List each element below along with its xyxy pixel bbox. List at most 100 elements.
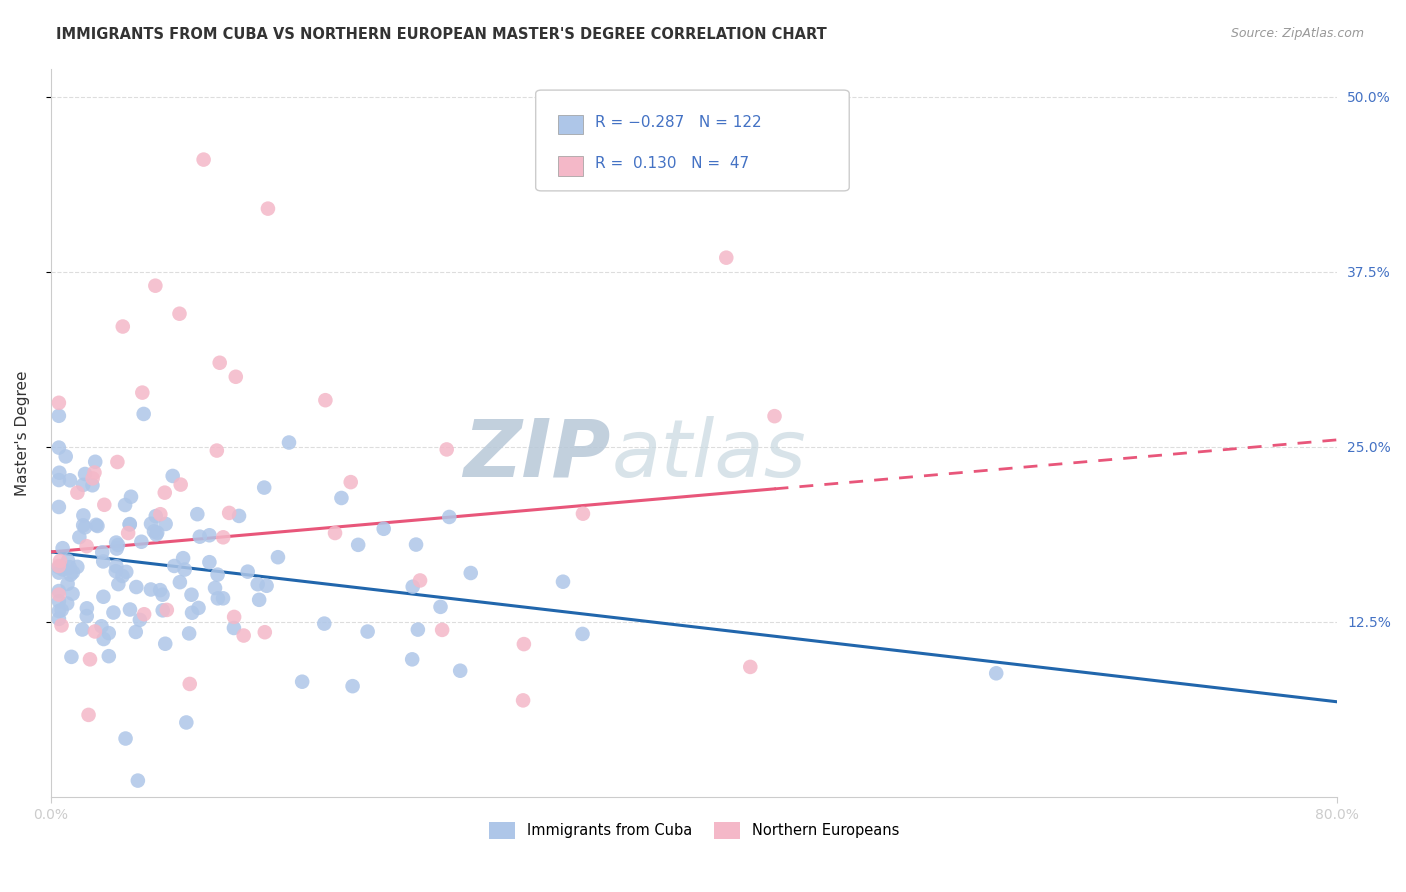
Point (48, 559, 70, 574)
Point (56, 577, 79, 591)
Point (125, 580, 148, 594)
Point (228, 508, 250, 523)
Point (763, 409, 786, 424)
Point (55, 450, 77, 464)
Point (139, 582, 162, 597)
Point (76, 609, 98, 624)
Point (82, 478, 104, 492)
Point (117, 526, 139, 541)
Point (48, 584, 70, 599)
Point (187, 601, 209, 615)
Point (84, 624, 107, 639)
Point (48, 466, 70, 480)
Point (139, 516, 162, 531)
Point (406, 623, 429, 637)
Point (512, 693, 534, 707)
Point (188, 530, 211, 544)
Point (571, 627, 593, 641)
Point (84, 517, 107, 532)
Point (52, 562, 75, 576)
Point (155, 516, 177, 531)
Point (429, 599, 451, 614)
Point (323, 526, 346, 541)
Point (105, 559, 128, 574)
Point (439, 510, 461, 524)
Point (66, 559, 89, 574)
Point (176, 715, 198, 730)
Point (572, 507, 595, 521)
Point (62, 566, 84, 580)
Point (145, 509, 167, 524)
Point (93, 632, 115, 646)
Point (291, 674, 314, 689)
Point (436, 442, 458, 457)
Point (218, 506, 240, 520)
Text: R =  0.130   N =  47: R = 0.130 N = 47 (595, 156, 749, 170)
Point (48, 594, 70, 608)
Point (152, 588, 174, 602)
Point (48, 560, 70, 574)
Point (179, 626, 201, 640)
Point (118, 517, 141, 532)
Point (105, 541, 128, 556)
Point (73, 520, 96, 534)
Point (62, 587, 84, 601)
Text: ZIP: ZIP (463, 416, 610, 493)
Point (330, 491, 353, 505)
Text: atlas: atlas (612, 416, 807, 493)
Point (186, 507, 208, 521)
Point (256, 579, 278, 593)
Point (131, 385, 153, 400)
Point (84, 455, 107, 469)
Point (76, 601, 98, 615)
Point (146, 525, 169, 540)
Point (314, 393, 336, 408)
Point (246, 577, 269, 591)
Point (172, 551, 194, 566)
Point (430, 623, 453, 637)
Point (339, 475, 361, 489)
Point (156, 603, 179, 617)
Point (58, 560, 80, 574)
Point (107, 577, 129, 591)
Point (198, 555, 221, 569)
Point (460, 566, 482, 580)
Point (104, 564, 127, 578)
Point (193, 153, 215, 167)
Text: IMMIGRANTS FROM CUBA VS NORTHERN EUROPEAN MASTER'S DEGREE CORRELATION CHART: IMMIGRANTS FROM CUBA VS NORTHERN EUROPEA… (56, 27, 827, 42)
Point (128, 613, 150, 627)
Y-axis label: Master's Degree: Master's Degree (15, 370, 30, 496)
Point (170, 477, 193, 491)
Point (267, 550, 290, 565)
Point (131, 534, 153, 549)
Point (224, 610, 246, 624)
Point (111, 319, 134, 334)
Point (48, 396, 70, 410)
Point (77, 707, 100, 722)
Point (76, 539, 98, 553)
Point (51, 618, 73, 632)
Point (180, 588, 202, 602)
Point (114, 731, 136, 746)
Point (48, 566, 70, 580)
Point (253, 625, 276, 640)
Point (48, 500, 70, 514)
Point (79, 652, 101, 666)
Point (347, 538, 370, 552)
Point (204, 581, 226, 595)
Point (56, 554, 79, 568)
Point (97, 626, 120, 640)
Point (401, 652, 423, 666)
Point (236, 565, 259, 579)
Point (169, 575, 191, 590)
Text: R = −0.287   N = 122: R = −0.287 N = 122 (595, 115, 762, 129)
Point (72, 508, 94, 523)
Point (52, 541, 75, 556)
Point (179, 677, 201, 691)
Point (173, 562, 195, 576)
Point (449, 664, 471, 678)
Point (232, 628, 254, 642)
Legend: Immigrants from Cuba, Northern Europeans: Immigrants from Cuba, Northern Europeans (484, 816, 905, 845)
Point (103, 606, 125, 620)
Point (82, 471, 104, 485)
